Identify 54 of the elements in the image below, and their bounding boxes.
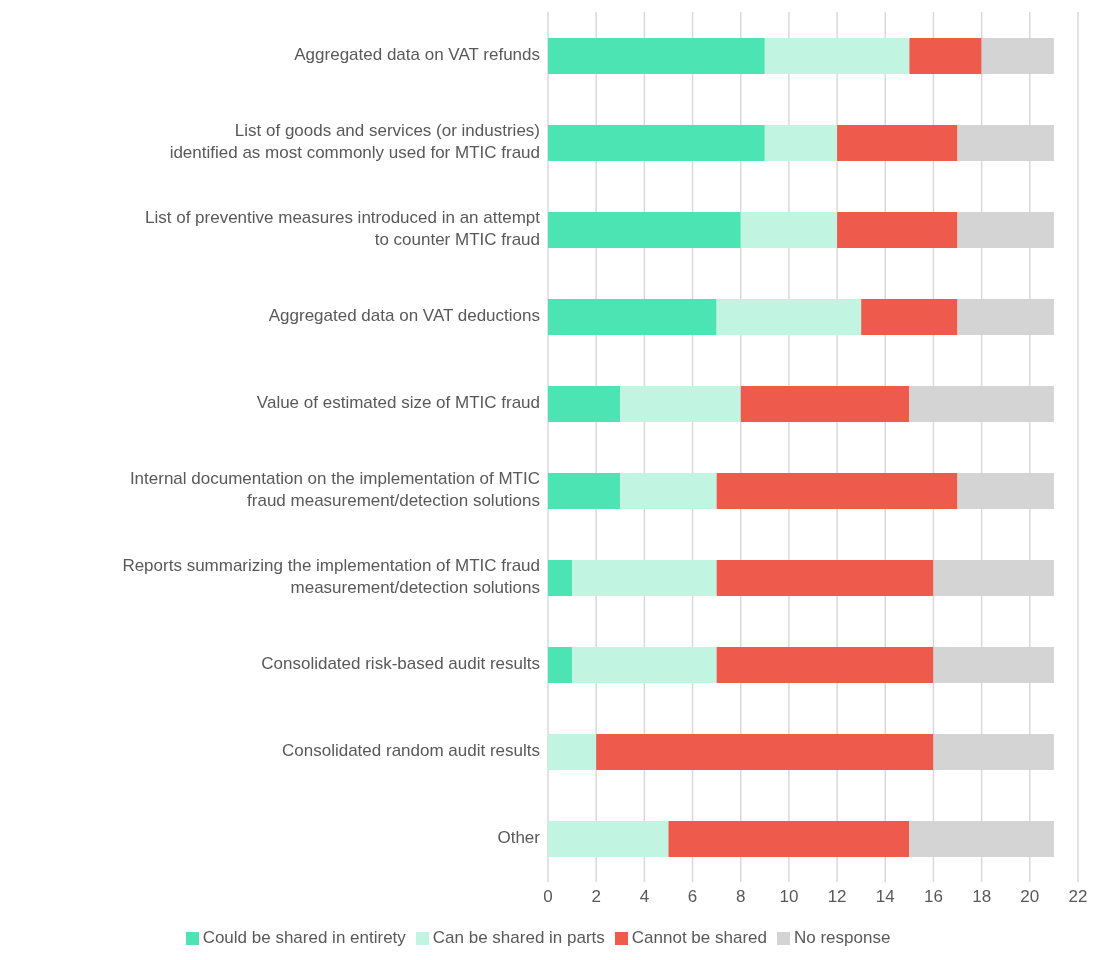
- bar: [837, 212, 958, 248]
- bar: [620, 386, 741, 422]
- y-tick-label: Value of estimated size of MTIC fraud: [256, 392, 540, 412]
- y-tick-label: Internal documentation on the implementation of MTIC fraud measurement/detection solutions: [129, 468, 540, 510]
- bar: [548, 647, 573, 683]
- bar: [861, 299, 958, 335]
- y-tick-label: List of goods and services (or industries) identified as most commonly used for MTIC fraud: [169, 120, 540, 162]
- bar: [596, 734, 934, 770]
- bar: [740, 212, 838, 248]
- bar: [668, 821, 910, 857]
- bar: [716, 560, 934, 596]
- x-tick-label: 8: [735, 887, 746, 907]
- x-tick-label: 10: [779, 887, 799, 907]
- legend-label: No response: [793, 928, 891, 947]
- bar: [716, 647, 934, 683]
- x-tick-label: 16: [923, 887, 943, 907]
- bar: [548, 386, 621, 422]
- bar: [548, 38, 765, 74]
- x-tick-label: 14: [875, 887, 895, 907]
- x-tick-label: 2: [591, 887, 601, 907]
- bar: [548, 560, 573, 596]
- bar: [548, 473, 621, 509]
- y-tick-label: Consolidated risk-based audit results: [261, 653, 540, 673]
- bar: [909, 38, 982, 74]
- legend-label: Can be shared in parts: [432, 928, 605, 947]
- bar: [548, 734, 597, 770]
- x-tick-label: 18: [972, 887, 992, 907]
- y-tick-label: Aggregated data on VAT refunds: [294, 44, 540, 64]
- legend-label: Cannot be shared: [631, 928, 767, 947]
- bar: [764, 38, 910, 74]
- bar: [764, 125, 838, 161]
- x-tick-label: 22: [1068, 887, 1088, 907]
- y-tick-label: Reports summarizing the implementation of MTIC fraud measurement/detection solutions: [122, 555, 540, 597]
- bar: [548, 821, 669, 857]
- y-tick-label: List of preventive measures introduced in an attempt to counter MTIC fraud: [145, 207, 541, 249]
- bar: [572, 560, 717, 596]
- legend-label: Could be shared in entirety: [202, 928, 406, 947]
- bar: [740, 386, 910, 422]
- x-tick-label: 4: [639, 887, 650, 907]
- x-tick-label: 6: [687, 887, 698, 907]
- bar: [716, 473, 958, 509]
- bar: [837, 125, 958, 161]
- bar: [620, 473, 717, 509]
- x-tick-label: 12: [827, 887, 847, 907]
- y-tick-label: Consolidated random audit results: [282, 740, 540, 760]
- bar: [548, 299, 717, 335]
- y-tick-label: Aggregated data on VAT deductions: [268, 305, 540, 325]
- x-tick-label: 20: [1020, 887, 1040, 907]
- y-tick-label: Other: [497, 827, 541, 847]
- bar: [572, 647, 717, 683]
- bar: [548, 125, 765, 161]
- bar: [716, 299, 862, 335]
- bar: [548, 212, 741, 248]
- x-tick-label: 0: [543, 887, 553, 907]
